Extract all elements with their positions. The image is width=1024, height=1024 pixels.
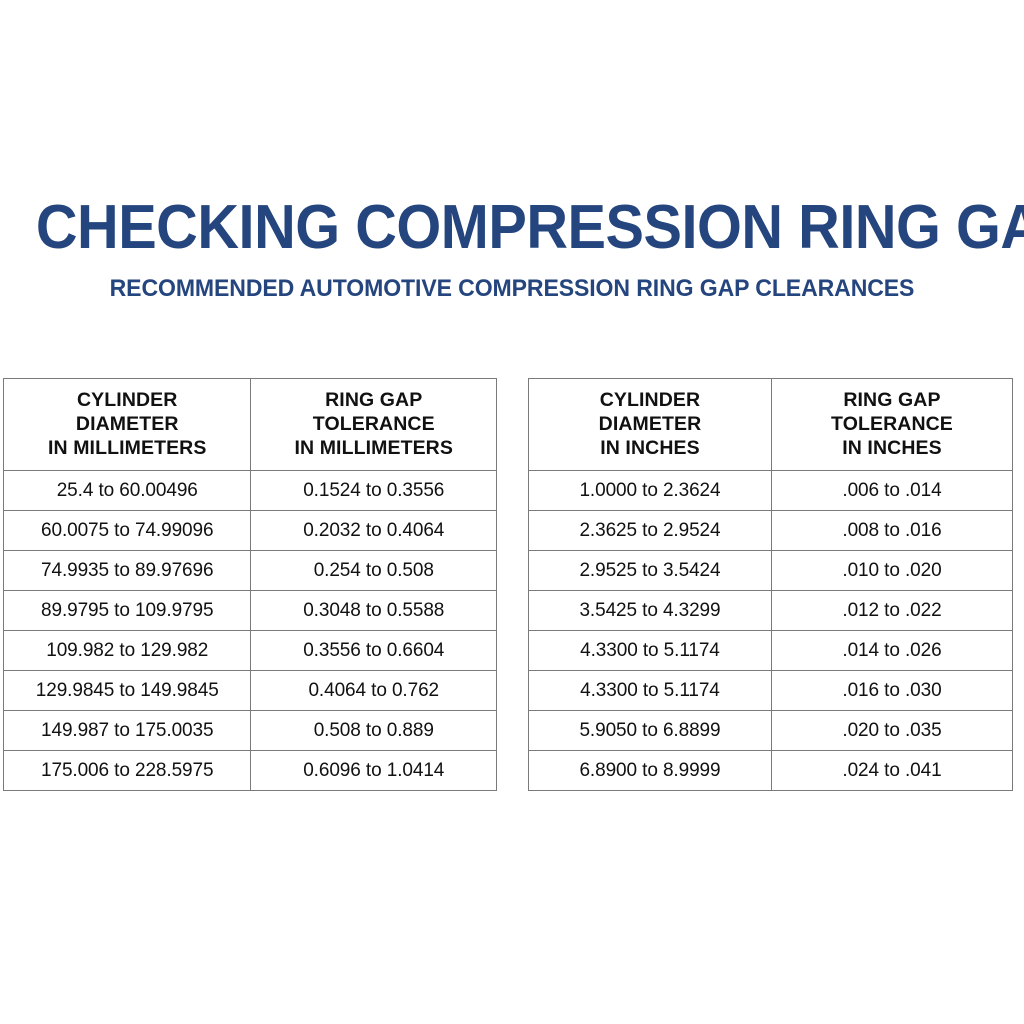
header-line-2: TOLERANCE — [312, 413, 435, 435]
cell-diameter: 2.9525 to 3.5424 — [528, 550, 772, 591]
cell-diameter: 1.0000 to 2.3624 — [528, 470, 772, 511]
table-row: 1.0000 to 2.3624 .006 to .014 — [528, 470, 1014, 511]
cell-diameter: 4.3300 to 5.1174 — [528, 630, 772, 671]
header-line-2: TOLERANCE — [831, 413, 953, 435]
cell-tolerance: .016 to .030 — [770, 670, 1014, 711]
table-row: 175.006 to 228.5975 0.6096 to 1.0414 — [2, 750, 497, 791]
header-line-1: CYLINDER — [77, 389, 178, 411]
cell-tolerance: .014 to .026 — [770, 630, 1014, 671]
column-header-cylinder-diameter-in: CYLINDER DIAMETER IN INCHES — [528, 378, 772, 471]
cell-diameter: 25.4 to 60.00496 — [2, 470, 252, 511]
cell-tolerance: 0.508 to 0.889 — [250, 710, 497, 751]
cell-tolerance: 0.3556 to 0.6604 — [250, 630, 497, 671]
cell-tolerance: .006 to .014 — [770, 470, 1014, 511]
header-line-1: RING GAP — [843, 389, 941, 411]
header-line-2: DIAMETER — [598, 413, 702, 435]
cell-tolerance: 0.1524 to 0.3556 — [250, 470, 497, 511]
header-line-1: RING GAP — [325, 389, 423, 411]
cell-diameter: 129.9845 to 149.9845 — [2, 670, 252, 711]
cell-tolerance: 0.6096 to 1.0414 — [250, 750, 497, 791]
cell-tolerance: .020 to .035 — [770, 710, 1014, 751]
page-subtitle: RECOMMENDED AUTOMOTIVE COMPRESSION RING … — [109, 275, 915, 302]
table-row: 109.982 to 129.982 0.3556 to 0.6604 — [2, 630, 497, 671]
metric-table: CYLINDER DIAMETER IN MILLIMETERS RING GA… — [2, 378, 497, 791]
cell-tolerance: .012 to .022 — [770, 590, 1014, 631]
column-header-ring-gap-tolerance-mm: RING GAP TOLERANCE IN MILLIMETERS — [250, 378, 497, 471]
cell-diameter: 60.0075 to 74.99096 — [2, 510, 252, 551]
cell-tolerance: 0.2032 to 0.4064 — [250, 510, 497, 551]
tables-area: CYLINDER DIAMETER IN MILLIMETERS RING GA… — [0, 378, 1024, 798]
header-line-2: DIAMETER — [75, 413, 179, 435]
header-line-1: CYLINDER — [599, 389, 701, 411]
table-row: 129.9845 to 149.9845 0.4064 to 0.762 — [2, 670, 497, 711]
cell-tolerance: 0.254 to 0.508 — [250, 550, 497, 591]
column-header-cylinder-diameter-mm: CYLINDER DIAMETER IN MILLIMETERS — [2, 378, 252, 471]
cell-diameter: 109.982 to 129.982 — [2, 630, 252, 671]
header-line-3: IN MILLIMETERS — [48, 437, 207, 459]
cell-tolerance: .008 to .016 — [770, 510, 1014, 551]
table-header-row: CYLINDER DIAMETER IN MILLIMETERS RING GA… — [2, 378, 497, 471]
cell-tolerance: .024 to .041 — [770, 750, 1014, 791]
cell-diameter: 4.3300 to 5.1174 — [528, 670, 772, 711]
table-header-row: CYLINDER DIAMETER IN INCHES RING GAP TOL… — [528, 378, 1014, 471]
cell-diameter: 5.9050 to 6.8899 — [528, 710, 772, 751]
imperial-table: CYLINDER DIAMETER IN INCHES RING GAP TOL… — [528, 378, 1014, 791]
cell-tolerance: 0.4064 to 0.762 — [250, 670, 497, 711]
table-row: 4.3300 to 5.1174 .014 to .026 — [528, 630, 1014, 671]
cell-diameter: 149.987 to 175.0035 — [2, 710, 252, 751]
page-title: CHECKING COMPRESSION RING GAPS — [35, 193, 1024, 262]
table-row: 74.9935 to 89.97696 0.254 to 0.508 — [2, 550, 497, 591]
table-row: 60.0075 to 74.99096 0.2032 to 0.4064 — [2, 510, 497, 551]
cell-diameter: 2.3625 to 2.9524 — [528, 510, 772, 551]
column-header-ring-gap-tolerance-in: RING GAP TOLERANCE IN INCHES — [770, 378, 1014, 471]
table-row: 25.4 to 60.00496 0.1524 to 0.3556 — [2, 470, 497, 511]
table-row: 3.5425 to 4.3299 .012 to .022 — [528, 590, 1014, 631]
table-row: 4.3300 to 5.1174 .016 to .030 — [528, 670, 1014, 711]
title-block: CHECKING COMPRESSION RING GAPS RECOMMEND… — [0, 196, 1024, 302]
header-line-3: IN MILLIMETERS — [294, 437, 453, 459]
cell-diameter: 6.8900 to 8.9999 — [528, 750, 772, 791]
cell-tolerance: .010 to .020 — [770, 550, 1014, 591]
table-row: 89.9795 to 109.9795 0.3048 to 0.5588 — [2, 590, 497, 631]
table-row: 6.8900 to 8.9999 .024 to .041 — [528, 750, 1014, 791]
table-row: 149.987 to 175.0035 0.508 to 0.889 — [2, 710, 497, 751]
header-line-3: IN INCHES — [600, 437, 700, 459]
table-row: 5.9050 to 6.8899 .020 to .035 — [528, 710, 1014, 751]
cell-diameter: 74.9935 to 89.97696 — [2, 550, 252, 591]
table-row: 2.9525 to 3.5424 .010 to .020 — [528, 550, 1014, 591]
table-row: 2.3625 to 2.9524 .008 to .016 — [528, 510, 1014, 551]
cell-diameter: 3.5425 to 4.3299 — [528, 590, 772, 631]
header-line-3: IN INCHES — [842, 437, 942, 459]
cell-tolerance: 0.3048 to 0.5588 — [250, 590, 497, 631]
cell-diameter: 89.9795 to 109.9795 — [2, 590, 252, 631]
cell-diameter: 175.006 to 228.5975 — [2, 750, 252, 791]
